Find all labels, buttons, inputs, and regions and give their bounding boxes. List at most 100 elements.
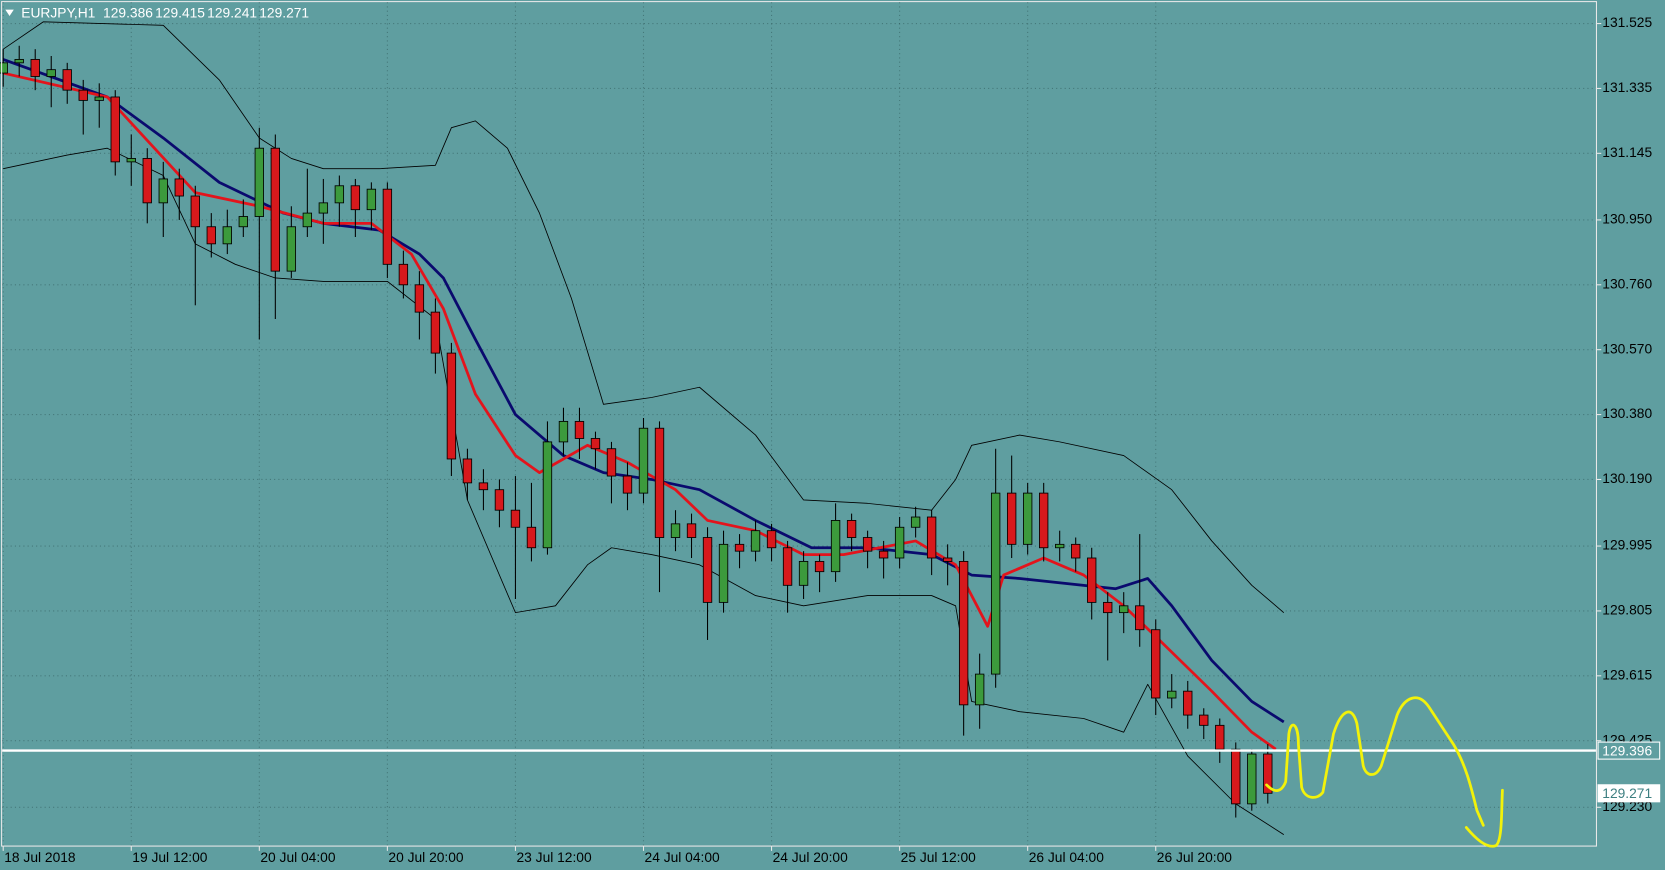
candle-body: [718, 543, 729, 603]
y-tick-label: 130.380: [1602, 405, 1652, 421]
candle-body: [878, 550, 889, 559]
candle-body: [814, 560, 825, 573]
candle-body: [446, 352, 457, 460]
candle-body: [670, 523, 681, 538]
candle-body: [1215, 724, 1225, 750]
candle-body: [1055, 543, 1065, 549]
candle-body: [78, 89, 88, 101]
candle-body: [1087, 557, 1097, 603]
candle-body: [1103, 601, 1113, 614]
candle-body: [174, 178, 184, 197]
plot-border: [1, 1, 1597, 847]
price-label: 129.271: [1602, 785, 1652, 801]
candle-body: [782, 547, 793, 586]
candle-body: [1199, 714, 1209, 726]
candle-body: [990, 492, 1001, 675]
candle-body: [366, 188, 377, 211]
candle-body: [606, 448, 617, 477]
candle-body: [46, 69, 56, 77]
y-tick-label: 129.805: [1602, 602, 1652, 618]
symbol-title: EURJPY,H1: [21, 4, 95, 20]
quote-low: 129.241: [207, 4, 257, 20]
y-tick-label: 130.570: [1602, 340, 1652, 356]
y-tick-label: 129.615: [1602, 666, 1652, 682]
candle-body: [62, 69, 72, 91]
x-tick-label: 18 Jul 2018: [4, 849, 76, 865]
candle-body: [158, 178, 168, 204]
candle-body: [830, 520, 841, 573]
candle-body: [542, 441, 553, 549]
candle-body: [414, 284, 425, 313]
level-label: 129.396: [1602, 742, 1652, 758]
candle-body: [1167, 690, 1177, 699]
candle-body: [926, 516, 937, 559]
candle-body: [798, 560, 809, 586]
candle-body: [334, 185, 345, 204]
candle-body: [910, 516, 921, 528]
x-tick-label: 19 Jul 12:00: [132, 849, 207, 865]
candle-body: [846, 520, 857, 538]
candle-body: [734, 543, 745, 552]
y-tick-label: 131.525: [1602, 14, 1652, 30]
candle-body: [126, 158, 136, 163]
candle-body: [958, 560, 969, 706]
candle-body: [750, 530, 761, 552]
candle-body: [862, 537, 873, 552]
candle-body: [1231, 748, 1241, 805]
candle-body: [254, 147, 264, 217]
candle-body: [270, 147, 281, 272]
candle-body: [1119, 605, 1129, 614]
candle-body: [1039, 492, 1049, 549]
candle-body: [350, 185, 361, 211]
candle-body: [430, 311, 441, 354]
candle-body: [286, 226, 297, 272]
candle-body: [702, 537, 713, 603]
candle-body: [766, 530, 777, 549]
hand-drawn-projection: [1265, 696, 1504, 848]
candle-body: [1006, 492, 1017, 545]
x-tick-label: 24 Jul 20:00: [773, 849, 848, 865]
indicator-line: [2, 21, 1285, 613]
candle-body: [14, 58, 24, 64]
x-tick-label: 20 Jul 04:00: [260, 849, 335, 865]
menu-triangle[interactable]: [5, 9, 14, 16]
y-tick-label: 130.190: [1602, 470, 1652, 486]
candle-body: [894, 526, 905, 559]
candle-body: [1247, 753, 1257, 805]
candle-body: [1135, 605, 1145, 631]
candle-body: [398, 263, 409, 286]
candle-body: [654, 427, 665, 538]
y-tick-label: 131.335: [1602, 79, 1652, 95]
quote-open: 129.386: [103, 4, 153, 20]
candle-body: [94, 96, 104, 101]
x-tick-label: 23 Jul 12:00: [516, 849, 591, 865]
y-tick-label: 130.950: [1602, 211, 1652, 227]
candle-body: [142, 158, 152, 204]
candle-body: [318, 202, 329, 214]
x-tick-label: 26 Jul 04:00: [1029, 849, 1104, 865]
candle-body: [942, 557, 953, 562]
candle-body: [382, 188, 393, 265]
candle-body: [462, 458, 473, 484]
candle-body: [1022, 492, 1033, 545]
candle-body: [974, 673, 985, 706]
candle-body: [1263, 753, 1273, 794]
candle-body: [222, 226, 232, 245]
candle-body: [302, 212, 313, 228]
y-tick-label: 130.760: [1602, 275, 1652, 291]
candle-body: [574, 420, 585, 439]
x-tick-label: 20 Jul 20:00: [388, 849, 463, 865]
candle-body: [238, 216, 248, 228]
candle-body: [558, 420, 569, 443]
candle-body: [686, 523, 697, 538]
candles: [0, 45, 1273, 818]
y-tick-label: 131.145: [1602, 144, 1652, 160]
price-label-box: [1597, 784, 1661, 803]
y-tick-label: 129.995: [1602, 537, 1652, 553]
candle-body: [590, 438, 601, 450]
candle-body: [526, 526, 537, 549]
candle-body: [190, 195, 200, 228]
